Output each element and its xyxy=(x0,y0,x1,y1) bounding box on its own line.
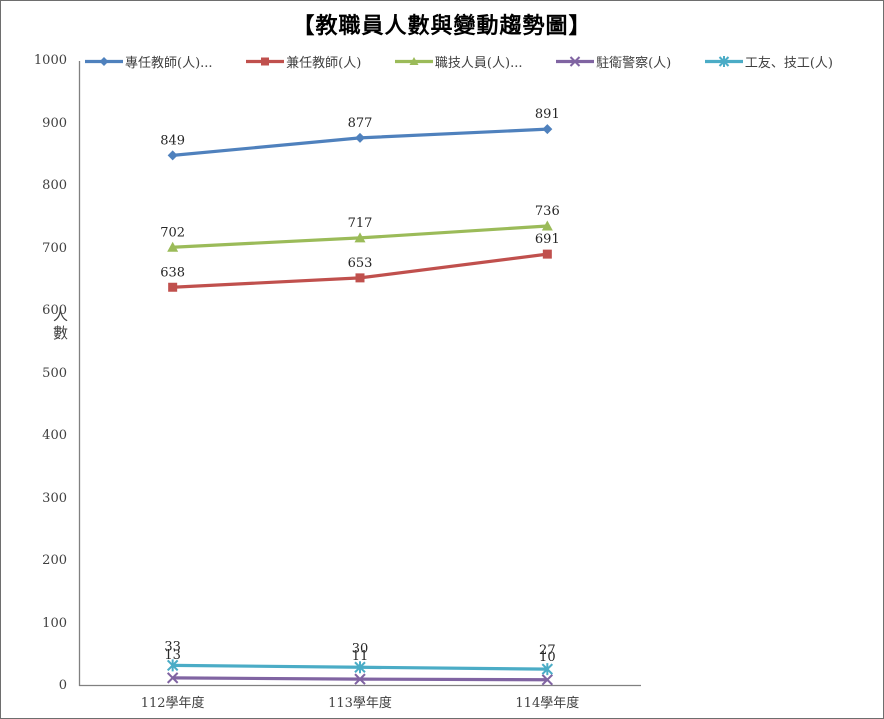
data-label: 10 xyxy=(539,650,556,665)
y-tick-label: 900 xyxy=(42,115,67,131)
data-label: 638 xyxy=(160,265,185,280)
legend-item-0: 專任教師(人)... xyxy=(85,52,213,71)
x-tick-label: 114學年度 xyxy=(515,696,580,711)
legend-label: 工友、技工(人) xyxy=(744,56,833,71)
y-tick-label: 500 xyxy=(42,365,67,381)
y-tick-label: 800 xyxy=(42,178,67,193)
plot-area: 849 877 891 638 653 691 702 717 736 13 11 10 33 30 27 xyxy=(78,61,641,687)
series-4: 33 30 27 xyxy=(164,639,556,676)
x-tick-label: 112學年度 xyxy=(140,696,205,711)
data-label: 849 xyxy=(160,133,185,148)
legend-item-4: 工友、技工(人) xyxy=(704,52,833,71)
legend-label: 兼任教師(人) xyxy=(286,56,362,71)
y-tick-label: 600 xyxy=(42,303,67,318)
data-label: 11 xyxy=(352,649,369,664)
y-axis-title: 人數 xyxy=(51,307,69,343)
data-label: 653 xyxy=(348,256,373,271)
triangle-marker-icon xyxy=(394,57,433,65)
legend: 專任教師(人)... 兼任教師(人) 職技人員(人)... 駐衛警察(人) 工友、技工(… xyxy=(85,52,833,71)
star-marker-icon xyxy=(704,56,743,67)
y-tick-label: 0 xyxy=(58,678,67,693)
data-label: 702 xyxy=(160,225,185,240)
y-tick-label: 700 xyxy=(42,240,67,256)
data-label: 27 xyxy=(539,643,556,658)
y-tick-label: 100 xyxy=(42,615,67,631)
legend-label: 駐衛警察(人) xyxy=(596,56,672,71)
y-tick-label: 300 xyxy=(42,490,67,506)
data-label: 13 xyxy=(164,648,181,663)
data-label: 736 xyxy=(535,204,560,219)
y-tick-label: 400 xyxy=(42,428,67,443)
legend-item-1: 兼任教師(人) xyxy=(246,52,361,71)
legend-item-2: 職技人員(人)... xyxy=(394,52,523,71)
series-1: 638 653 691 xyxy=(160,232,560,292)
x-marker-icon xyxy=(556,56,595,67)
legend-label: 專任教師(人)... xyxy=(125,56,213,71)
y-tick-label: 200 xyxy=(42,553,67,568)
data-label: 30 xyxy=(352,641,369,656)
legend-item-3: 駐衛警察(人) xyxy=(556,52,671,71)
series-2: 702 717 736 xyxy=(160,204,560,252)
data-label: 717 xyxy=(348,216,373,231)
series-3: 13 11 10 xyxy=(164,648,556,686)
data-label: 891 xyxy=(535,107,560,122)
y-tick-label: 1000 xyxy=(33,53,67,68)
legend-label: 職技人員(人)... xyxy=(434,56,523,71)
diamond-marker-icon xyxy=(85,57,123,66)
data-label: 691 xyxy=(535,232,560,247)
chart-title: 【教職員人數與變動趨勢圖】 xyxy=(292,13,592,39)
series-0: 849 877 891 xyxy=(160,107,560,161)
x-tick-label: 113學年度 xyxy=(328,696,392,711)
data-label: 33 xyxy=(164,639,181,654)
square-marker-icon xyxy=(246,57,285,66)
data-label: 877 xyxy=(348,116,373,131)
